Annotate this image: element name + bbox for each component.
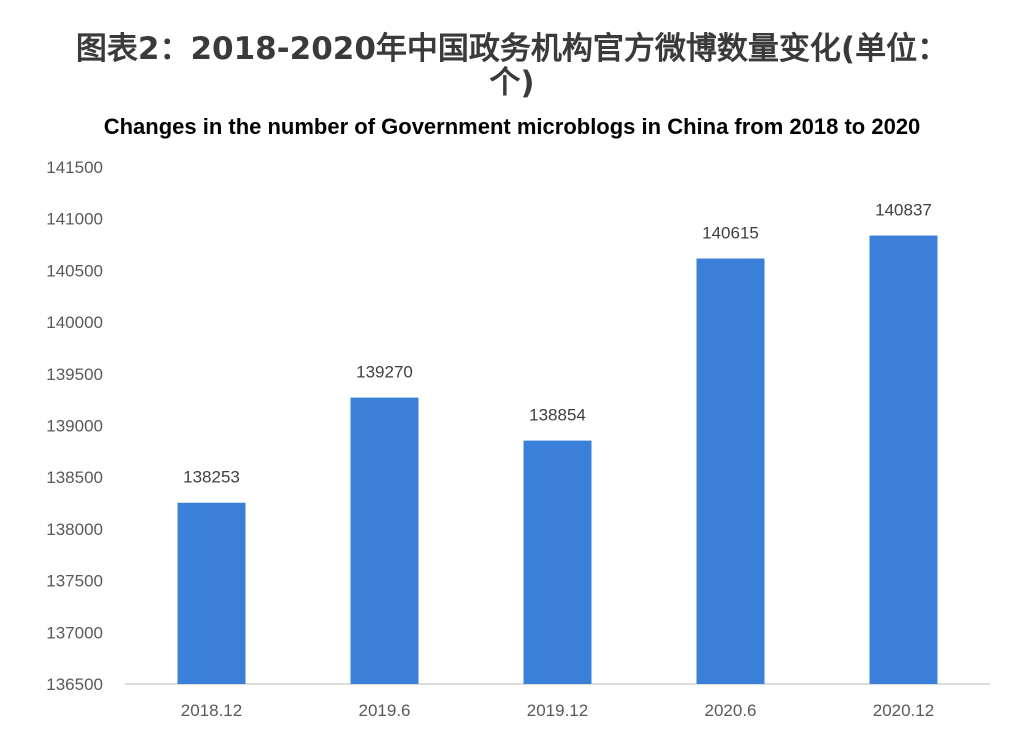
data-label: 139270 xyxy=(356,363,413,382)
data-label: 138854 xyxy=(529,406,586,425)
x-tick-label: 2020.12 xyxy=(873,701,934,720)
bar xyxy=(350,397,419,684)
bar xyxy=(869,235,938,684)
x-tick-label: 2019.6 xyxy=(359,701,411,720)
x-tick-label: 2019.12 xyxy=(527,701,588,720)
y-tick-label: 140000 xyxy=(46,313,103,332)
x-tick-label: 2020.6 xyxy=(705,701,757,720)
y-tick-label: 141000 xyxy=(46,210,103,229)
y-tick-label: 137500 xyxy=(46,572,103,591)
chart-title-cn-text: 图表2：2018-2020年中国政务机构官方微博数量变化(单位：个) xyxy=(75,31,949,101)
y-tick-label: 137000 xyxy=(46,623,103,642)
data-label: 140615 xyxy=(702,224,759,243)
bar xyxy=(177,502,246,684)
chart-title-cn: 图表2：2018-2020年中国政务机构官方微博数量变化(单位：个) xyxy=(0,32,1024,100)
y-tick-label: 139500 xyxy=(46,365,103,384)
y-tick-label: 138500 xyxy=(46,468,103,487)
data-label: 140837 xyxy=(875,201,932,220)
y-tick-label: 139000 xyxy=(46,417,103,436)
bar xyxy=(696,258,765,684)
data-label: 138253 xyxy=(183,468,240,487)
x-tick-label: 2018.12 xyxy=(181,701,242,720)
y-tick-label: 140500 xyxy=(46,261,103,280)
chart-title-en: Changes in the number of Government micr… xyxy=(103,114,921,139)
bar xyxy=(523,440,592,684)
y-tick-label: 141500 xyxy=(46,158,103,177)
y-tick-label: 138000 xyxy=(46,520,103,539)
y-tick-label: 136500 xyxy=(46,675,103,694)
